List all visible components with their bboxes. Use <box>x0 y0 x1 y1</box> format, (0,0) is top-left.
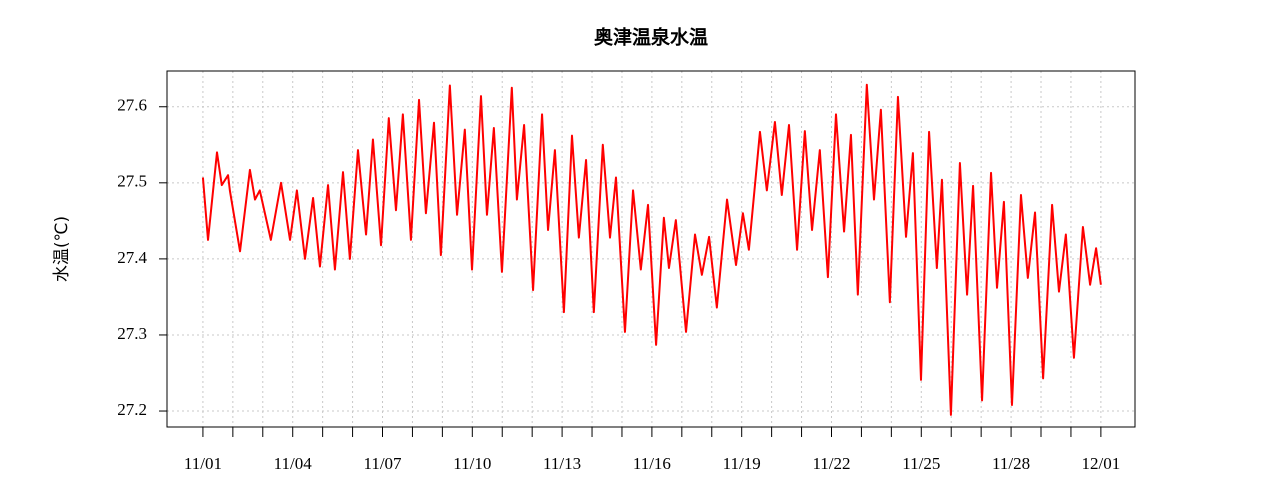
x-tick-label: 11/10 <box>453 454 491 473</box>
y-tick-label: 27.5 <box>117 172 147 191</box>
y-tick-label: 27.4 <box>117 248 147 267</box>
chart-title: 奥津温泉水温 <box>594 26 708 49</box>
y-axis-label: 水温(℃) <box>52 216 72 282</box>
x-tick-label: 11/22 <box>812 454 850 473</box>
y-tick-label: 27.3 <box>117 324 147 343</box>
data-line <box>201 83 1102 416</box>
x-tick-label: 11/19 <box>723 454 761 473</box>
x-tick-label: 11/16 <box>633 454 671 473</box>
y-tick-label: 27.2 <box>117 400 147 419</box>
x-tick-label: 11/25 <box>902 454 940 473</box>
x-tick-label: 12/01 <box>1082 454 1121 473</box>
y-tick-label: 27.6 <box>117 96 147 115</box>
plot-frame <box>166 70 1136 428</box>
x-tick-label: 11/07 <box>363 454 402 473</box>
x-tick-label: 11/04 <box>274 454 313 473</box>
x-tick-label: 11/01 <box>184 454 222 473</box>
x-tick-label: 11/13 <box>543 454 581 473</box>
x-tick-label: 11/28 <box>992 454 1030 473</box>
